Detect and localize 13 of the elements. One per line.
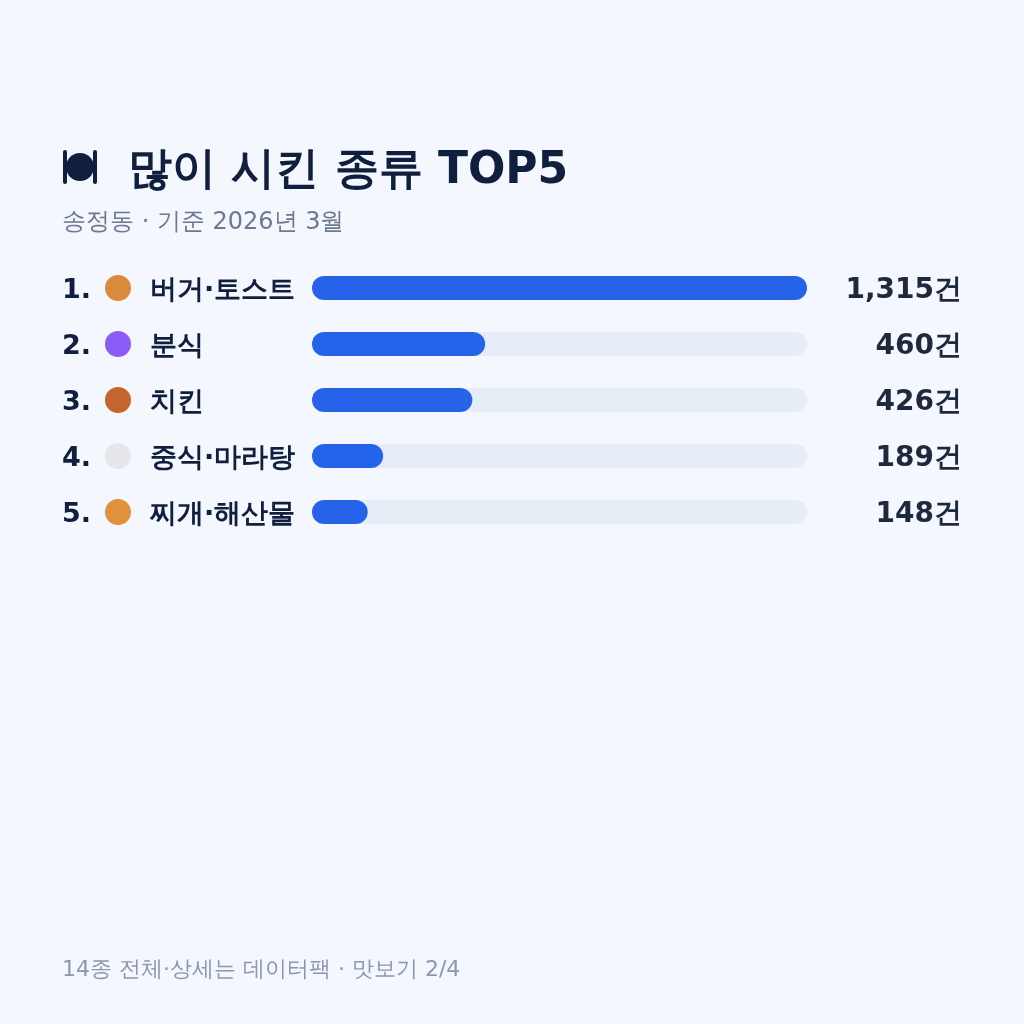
data-label: 426건	[875, 384, 962, 417]
category-label: 5. 찌개·해산물	[62, 497, 296, 528]
chart-title: 많이 시킨 종류 TOP5	[128, 142, 569, 193]
text: 14종 전체·상세는 데이터팩 · 맛보기 2/4	[62, 956, 461, 981]
category-label: 3. 치킨	[62, 385, 204, 416]
data-label: 148건	[875, 496, 962, 529]
category-label: 2. 분식	[62, 329, 204, 360]
category-label: 4. 중식·마라탕	[62, 441, 296, 472]
data-label: 460건	[875, 328, 962, 361]
data-label: 189건	[875, 440, 962, 473]
category-label: 1. 버거·토스트	[62, 273, 296, 304]
chart-subtitle: 송정동 · 기준 2026년 3월	[62, 207, 345, 235]
data-label: 1,315건	[845, 272, 962, 305]
